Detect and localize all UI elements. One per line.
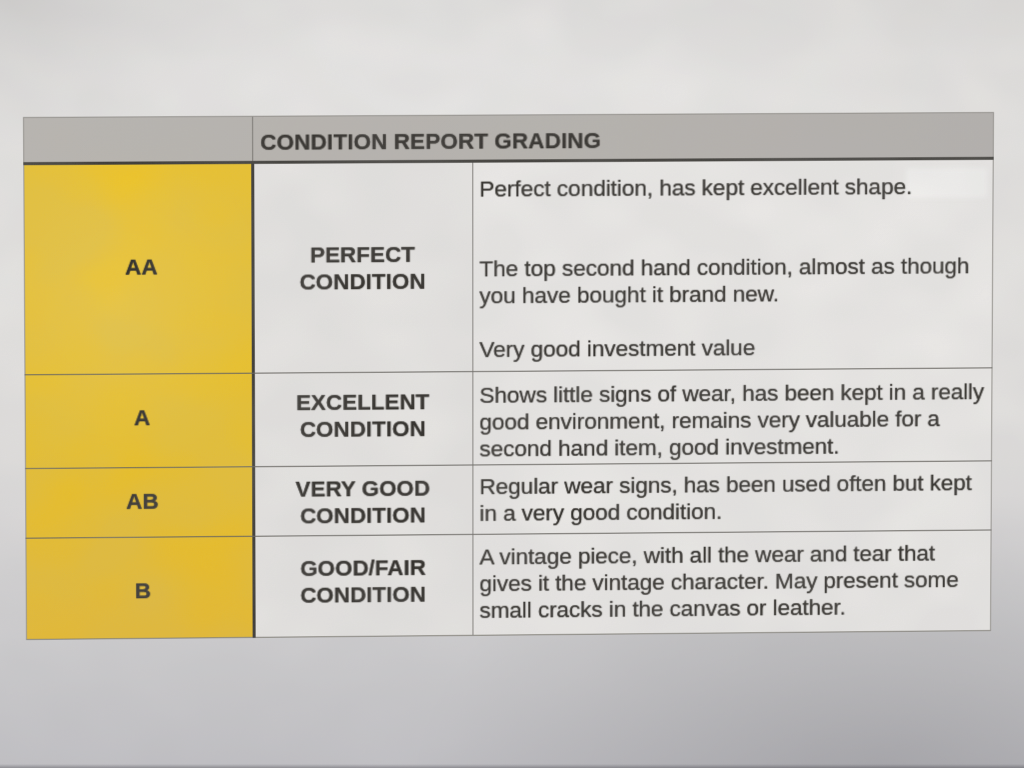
description-cell-a: Shows little signs of wear, has been kep… xyxy=(472,367,992,464)
description-paragraph: Regular wear signs, has been used often … xyxy=(479,469,972,526)
description-paragraph: Perfect condition, has kept excellent sh… xyxy=(479,173,913,202)
paper-bottom-edge xyxy=(0,764,1024,768)
table-title: CONDITION REPORT GRADING xyxy=(260,128,602,155)
description-paragraph: A vintage piece, with all the wear and t… xyxy=(479,539,959,623)
condition-grading-table: CONDITION REPORT GRADING AA A AB B PERFE… xyxy=(23,112,995,641)
condition-cell-goodfair: GOOD/FAIR CONDITION xyxy=(300,555,426,608)
description-cell-aa: Perfect condition, has kept excellent sh… xyxy=(472,157,993,371)
condition-cell-excellent: EXCELLENT CONDITION xyxy=(295,388,430,442)
grade-cell-b: B xyxy=(134,577,151,603)
description-paragraph: Shows little signs of wear, has been kep… xyxy=(479,378,985,462)
description-cell-ab: Regular wear signs, has been used often … xyxy=(472,460,992,534)
description-paragraph: The top second hand condition, almost as… xyxy=(479,252,970,309)
grade-cell-aa: AA xyxy=(124,254,158,280)
grade-cell-ab: AB xyxy=(125,488,159,514)
description-cell-b: A vintage piece, with all the wear and t… xyxy=(472,529,991,635)
description-paragraph: Very good investment value xyxy=(479,334,756,363)
condition-cell-verygood: VERY GOOD CONDITION xyxy=(295,475,431,528)
grade-cell-a: A xyxy=(133,405,151,431)
condition-cell-perfect: PERFECT CONDITION xyxy=(299,241,426,295)
